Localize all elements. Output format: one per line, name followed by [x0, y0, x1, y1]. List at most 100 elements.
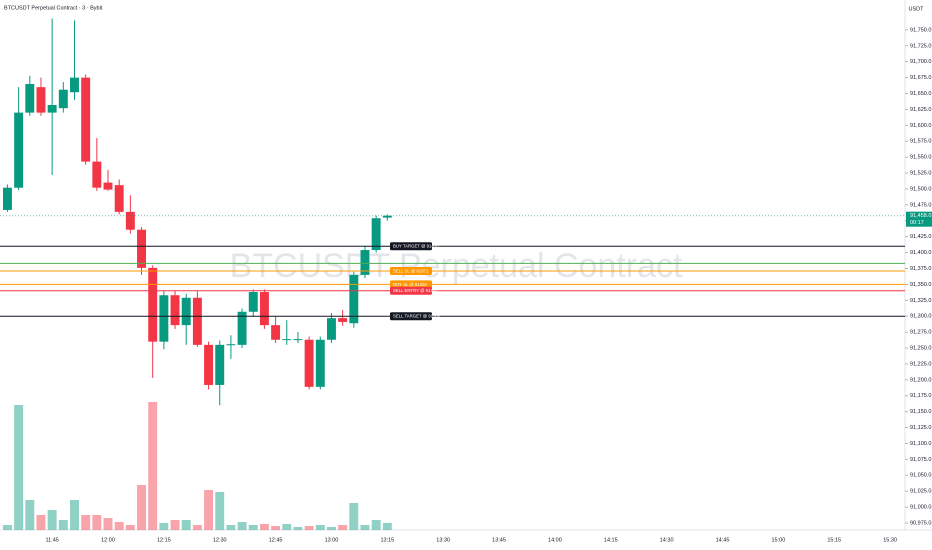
y-tick-label: 91,200.0	[910, 377, 931, 383]
y-tick-label: 91,425.0	[910, 234, 931, 240]
volume-bar	[70, 500, 79, 530]
volume-bar	[293, 527, 303, 530]
x-tick-label: 15:30	[883, 537, 897, 543]
volume-bar	[248, 525, 258, 530]
y-tick-label: 91,000.0	[910, 505, 931, 511]
volume-bar	[47, 510, 57, 530]
y-tick-label: 91,650.0	[910, 91, 931, 97]
y-tick-label: 91,525.0	[910, 171, 931, 177]
level-label-box	[390, 267, 432, 276]
volume-bar	[125, 525, 135, 530]
candle-body	[360, 250, 370, 275]
candle-body	[36, 87, 46, 113]
candle-body	[137, 229, 146, 268]
x-tick-label: 12:15	[157, 537, 171, 543]
volume-bar	[271, 526, 281, 530]
volume-bar	[103, 518, 113, 530]
candle-body	[338, 318, 348, 322]
candle-body	[293, 339, 303, 341]
y-tick-label: 91,150.0	[910, 409, 931, 415]
volume-bar	[349, 503, 359, 530]
x-tick-label: 12:30	[213, 537, 227, 543]
candle-body	[382, 215, 392, 218]
y-tick-label: 91,750.0	[910, 27, 931, 33]
volume-bar	[181, 520, 191, 530]
y-tick-label: 90,975.0	[910, 520, 931, 526]
y-tick-label: 91,075.0	[910, 457, 931, 463]
candle-body	[148, 267, 158, 342]
level-label: BUY SL @ 91350	[393, 282, 427, 287]
candle-body	[114, 185, 124, 212]
volume-bar	[382, 523, 392, 530]
x-tick-label: 13:45	[492, 537, 506, 543]
level-label: SELL ENTRY @ 91340	[393, 288, 438, 293]
countdown: 00:17	[910, 220, 924, 226]
axis-unit: USDT	[909, 6, 925, 12]
candle-body	[181, 297, 191, 326]
candle-body	[326, 318, 336, 340]
x-tick-label: 15:00	[771, 537, 785, 543]
candle-body	[58, 89, 68, 109]
y-tick-label: 91,700.0	[910, 59, 931, 65]
level-label-box	[390, 286, 432, 295]
y-tick-label: 91,575.0	[910, 139, 931, 145]
level-label-box	[390, 280, 432, 289]
candle-body	[259, 292, 269, 326]
level-label-box	[390, 312, 432, 321]
level-label: SELL SL @ 91371	[393, 268, 429, 273]
candle-body	[81, 77, 91, 162]
volume-bar	[371, 520, 381, 530]
volume-bar	[148, 402, 158, 530]
x-tick-label: 14:00	[548, 537, 562, 543]
y-tick-label: 91,300.0	[910, 314, 931, 320]
y-tick-label: 91,375.0	[910, 266, 931, 272]
y-tick-label: 91,350.0	[910, 282, 931, 288]
candle-body	[14, 112, 24, 188]
volume-bar	[2, 525, 12, 530]
current-price-label: 91,458.0	[910, 213, 931, 219]
volume-bar	[170, 520, 180, 530]
candle-body	[282, 339, 292, 341]
volume-bar	[215, 492, 225, 530]
volume-bar	[137, 485, 146, 530]
volume-bar	[226, 525, 236, 530]
current-price-tag	[906, 211, 932, 227]
candle-body	[70, 77, 79, 93]
candle-body	[2, 187, 12, 210]
volume-bar	[360, 525, 370, 530]
volume-bar	[36, 515, 46, 530]
volume-bar	[237, 522, 247, 530]
y-tick-label: 91,275.0	[910, 330, 931, 336]
candle-body	[103, 182, 113, 190]
volume-bar	[25, 500, 35, 530]
x-tick-label: 14:15	[604, 537, 618, 543]
volume-bar	[14, 405, 24, 530]
candle-body	[304, 339, 314, 387]
chart-title: BTCUSDT Perpetual Contract · 3 · Bybit	[4, 5, 103, 11]
level-label: SELL TARGET @ 91300	[393, 314, 441, 319]
x-tick-label: 13:30	[436, 537, 450, 543]
volume-bar	[81, 515, 91, 530]
y-tick-label: 91,400.0	[910, 250, 931, 256]
x-tick-label: 12:45	[269, 537, 283, 543]
watermark: BTCUSDT Perpetual Contract	[230, 247, 683, 285]
y-tick-label: 91,025.0	[910, 489, 931, 495]
candle-body	[371, 218, 381, 251]
volume-bar	[259, 524, 269, 530]
y-tick-label: 91,325.0	[910, 298, 931, 304]
candle-body	[159, 295, 169, 342]
volume-bar	[192, 525, 202, 530]
volume-bar	[114, 522, 124, 530]
candle-body	[204, 344, 214, 385]
y-tick-label: 91,725.0	[910, 43, 931, 49]
y-tick-label: 91,550.0	[910, 155, 931, 161]
x-tick-label: 14:30	[660, 537, 674, 543]
candle-body	[349, 274, 359, 324]
level-label: BUY TARGET @ 91410	[393, 244, 439, 249]
candle-body	[315, 339, 325, 387]
volume-bar	[58, 520, 68, 530]
x-tick-label: 14:45	[716, 537, 730, 543]
candle-body	[47, 104, 57, 113]
